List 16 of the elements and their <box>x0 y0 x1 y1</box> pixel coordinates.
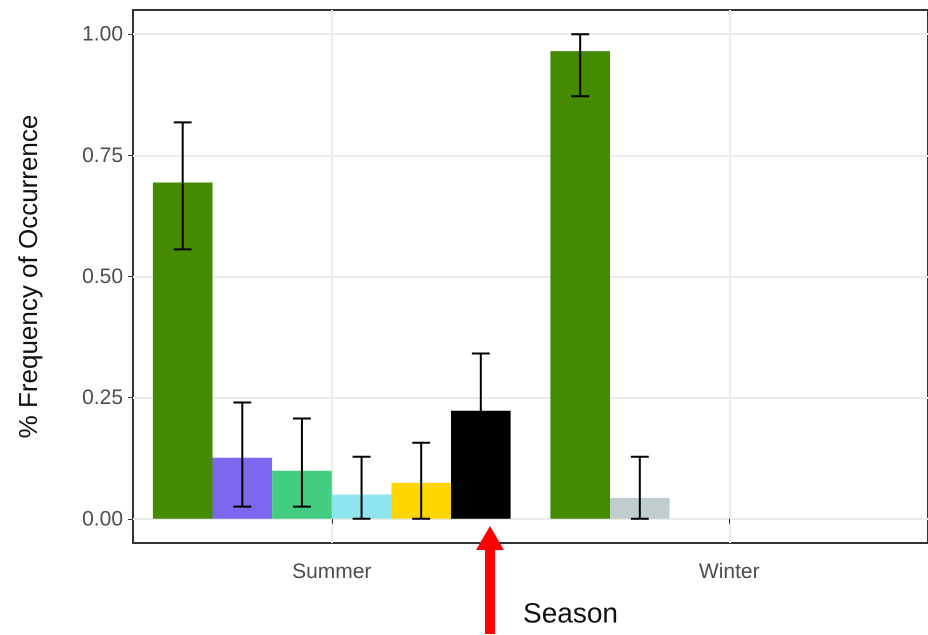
y-axis-title: % Frequency of Occurrence <box>13 114 43 438</box>
y-tick-label: 0.75 <box>82 144 123 167</box>
bar <box>550 51 610 519</box>
y-tick-label: 0.50 <box>82 265 123 288</box>
bar <box>610 498 670 519</box>
x-axis-title: Season <box>523 598 618 628</box>
x-tick-label: Summer <box>292 560 372 583</box>
bar <box>272 470 332 519</box>
bar <box>152 182 212 519</box>
x-tick-label: Winter <box>698 560 760 583</box>
bar <box>332 494 392 519</box>
y-tick-label: 0.00 <box>82 507 123 530</box>
bar <box>391 482 451 519</box>
y-tick-label: 1.00 <box>82 22 123 46</box>
y-tick-label: 0.25 <box>82 386 123 410</box>
bar <box>212 458 272 519</box>
